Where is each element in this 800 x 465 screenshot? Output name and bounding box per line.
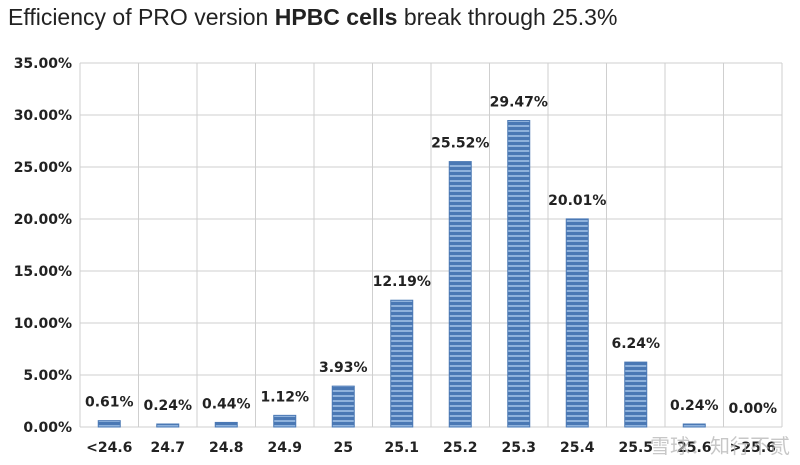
y-tick-label: 20.00%: [14, 212, 72, 228]
bar-25: [331, 385, 355, 428]
x-tick-label: 25.2: [443, 440, 478, 456]
x-tick-label: 25: [334, 440, 353, 456]
title-prefix: Efficiency of PRO version: [8, 4, 275, 30]
data-label: 29.47%: [490, 95, 548, 111]
data-label: 20.01%: [548, 193, 606, 209]
bar-24.7: [156, 423, 180, 428]
x-tick-label: 25.5: [618, 440, 653, 456]
x-tick-label: 25.3: [501, 440, 536, 456]
y-tick-label: 15.00%: [14, 264, 72, 280]
bar-25.4: [565, 218, 589, 428]
x-tick-label: 25.1: [384, 440, 419, 456]
data-labels: 0.61% 0.24% 0.44% 1.12% 3.93% 12.19% 25.52% 29.…: [85, 95, 777, 417]
bars: [97, 120, 706, 428]
bar-24.9: [273, 414, 297, 428]
x-tick-label: <24.6: [86, 440, 132, 456]
data-label: 0.24%: [670, 398, 719, 414]
data-label: 25.52%: [431, 136, 489, 152]
grid-lines: [79, 62, 783, 428]
data-label: 6.24%: [611, 336, 660, 352]
data-label: 12.19%: [373, 274, 431, 290]
chart-title: Efficiency of PRO version HPBC cells bre…: [8, 4, 617, 31]
bar-24.8: [214, 421, 238, 428]
y-tick-label: 35.00%: [14, 56, 72, 72]
title-suffix: break through 25.3%: [397, 4, 618, 30]
y-tick-label: 5.00%: [23, 368, 72, 384]
y-tick-label: 30.00%: [14, 108, 72, 124]
bar-25.5: [624, 361, 648, 428]
data-label: 1.12%: [260, 389, 309, 405]
x-tick-label: 25.6: [677, 440, 712, 456]
title-bold: HPBC cells: [274, 4, 398, 30]
data-label: 3.93%: [319, 360, 368, 376]
x-tick-label: 24.8: [209, 440, 244, 456]
bar-25.6: [682, 423, 706, 428]
y-tick-label: 25.00%: [14, 160, 72, 176]
bar-25.3: [507, 120, 531, 428]
x-axis-ticks: <24.6 24.7 24.8 24.9 25 25.1 25.2 25.3 25.4 25.5 2…: [86, 440, 776, 456]
data-label: 0.24%: [143, 398, 192, 414]
data-label: 0.44%: [202, 396, 251, 412]
x-tick-label: 24.9: [267, 440, 302, 456]
bar-25.2: [448, 161, 472, 428]
x-tick-label: 24.7: [150, 440, 185, 456]
x-tick-label: >25.6: [730, 440, 776, 456]
data-label: 0.61%: [85, 395, 134, 411]
bar-<24.6: [97, 420, 121, 428]
x-tick-label: 25.4: [560, 440, 595, 456]
bar-25.1: [390, 299, 414, 428]
y-tick-label: 10.00%: [14, 316, 72, 332]
data-label: 0.00%: [728, 401, 777, 417]
y-axis-ticks: 0.00% 5.00% 10.00% 15.00% 20.00% 25.00% 30.00%…: [14, 56, 72, 436]
y-tick-label: 0.00%: [23, 420, 72, 436]
watermark-text: 雪球：知行不贰: [650, 434, 790, 458]
